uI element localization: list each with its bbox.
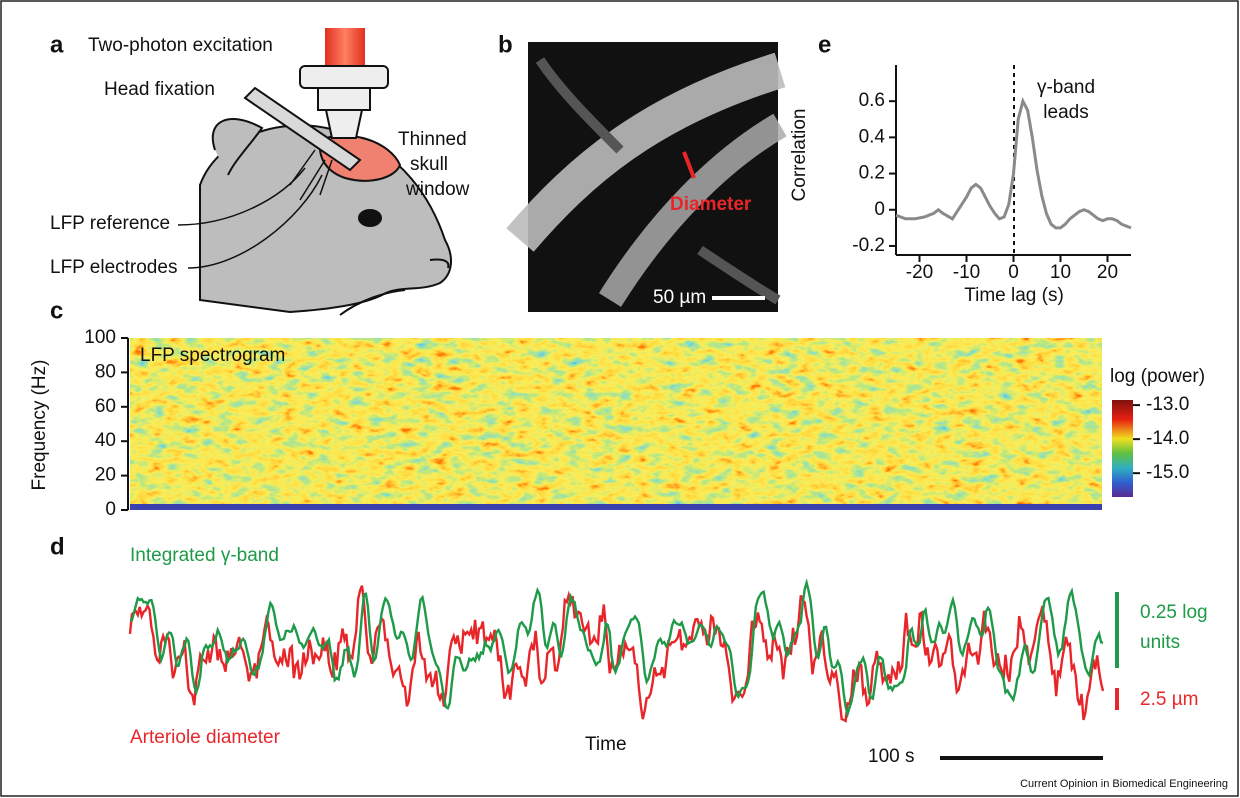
label: units: [1140, 632, 1180, 653]
label: Head fixation: [104, 79, 215, 100]
spectrogram-base: [130, 504, 1102, 510]
label: 100 s: [868, 746, 914, 767]
panel-label: b: [498, 31, 513, 58]
x-tick-label: 20: [1097, 262, 1118, 283]
label: Thinned: [398, 129, 467, 150]
label: LFP spectrogram: [140, 345, 285, 366]
y-tick-label: 60: [95, 396, 116, 417]
legend-label: Integrated γ-band: [130, 545, 279, 566]
y-tick-label: 0.2: [859, 163, 885, 184]
trace: [128, 585, 1105, 723]
annotation: γ-band: [1037, 77, 1095, 98]
y-tick-label: -0.2: [852, 235, 885, 256]
footer: Current Opinion in Biomedical Engineerin…: [1020, 778, 1228, 790]
axis-label: Frequency (Hz): [29, 360, 50, 491]
y-tick-label: 0.6: [859, 90, 885, 111]
colorbar-title: log (power): [1110, 366, 1205, 387]
panel-label: d: [50, 533, 65, 560]
axis-label: Time: [585, 734, 627, 755]
panel-label: a: [50, 31, 64, 58]
trace: [129, 578, 1104, 719]
y-tick-label: 20: [95, 465, 116, 486]
x-tick-label: -10: [953, 262, 980, 283]
axis-label: Time lag (s): [964, 285, 1064, 306]
correlation-line: [895, 97, 1132, 230]
label: LFP reference: [50, 213, 170, 234]
label: 50 µm: [653, 287, 706, 308]
label: 2.5 µm: [1140, 689, 1198, 710]
colorbar-tick-label: -14.0: [1146, 428, 1189, 449]
x-tick-label: 10: [1050, 262, 1071, 283]
spectrogram: [130, 338, 1102, 510]
label: 0.25 log: [1140, 602, 1208, 623]
y-tick-label: 40: [95, 430, 116, 451]
axis-label: Correlation: [789, 109, 810, 202]
y-tick-label: 0: [874, 199, 885, 220]
colorbar: [1112, 400, 1133, 497]
mouse-illustration: [177, 28, 452, 316]
label: Diameter: [670, 194, 752, 215]
panel-label: c: [50, 297, 63, 324]
label: LFP electrodes: [50, 257, 177, 278]
colorbar-tick-label: -15.0: [1146, 462, 1189, 483]
y-tick-label: 0.4: [859, 126, 886, 147]
x-tick-label: 0: [1008, 262, 1019, 283]
colorbar-tick-label: -13.0: [1146, 394, 1189, 415]
annotation: leads: [1043, 102, 1088, 123]
label: Two-photon excitation: [88, 35, 273, 56]
label: window: [405, 179, 470, 200]
y-tick-label: 80: [95, 361, 116, 382]
y-tick-label: 100: [84, 327, 116, 348]
x-tick-label: -20: [906, 262, 933, 283]
legend-label: Arteriole diameter: [130, 727, 281, 748]
panel-label: e: [818, 31, 831, 58]
y-tick-label: 0: [105, 499, 116, 520]
label: skull: [410, 154, 448, 175]
vessel-image: [506, 42, 787, 312]
